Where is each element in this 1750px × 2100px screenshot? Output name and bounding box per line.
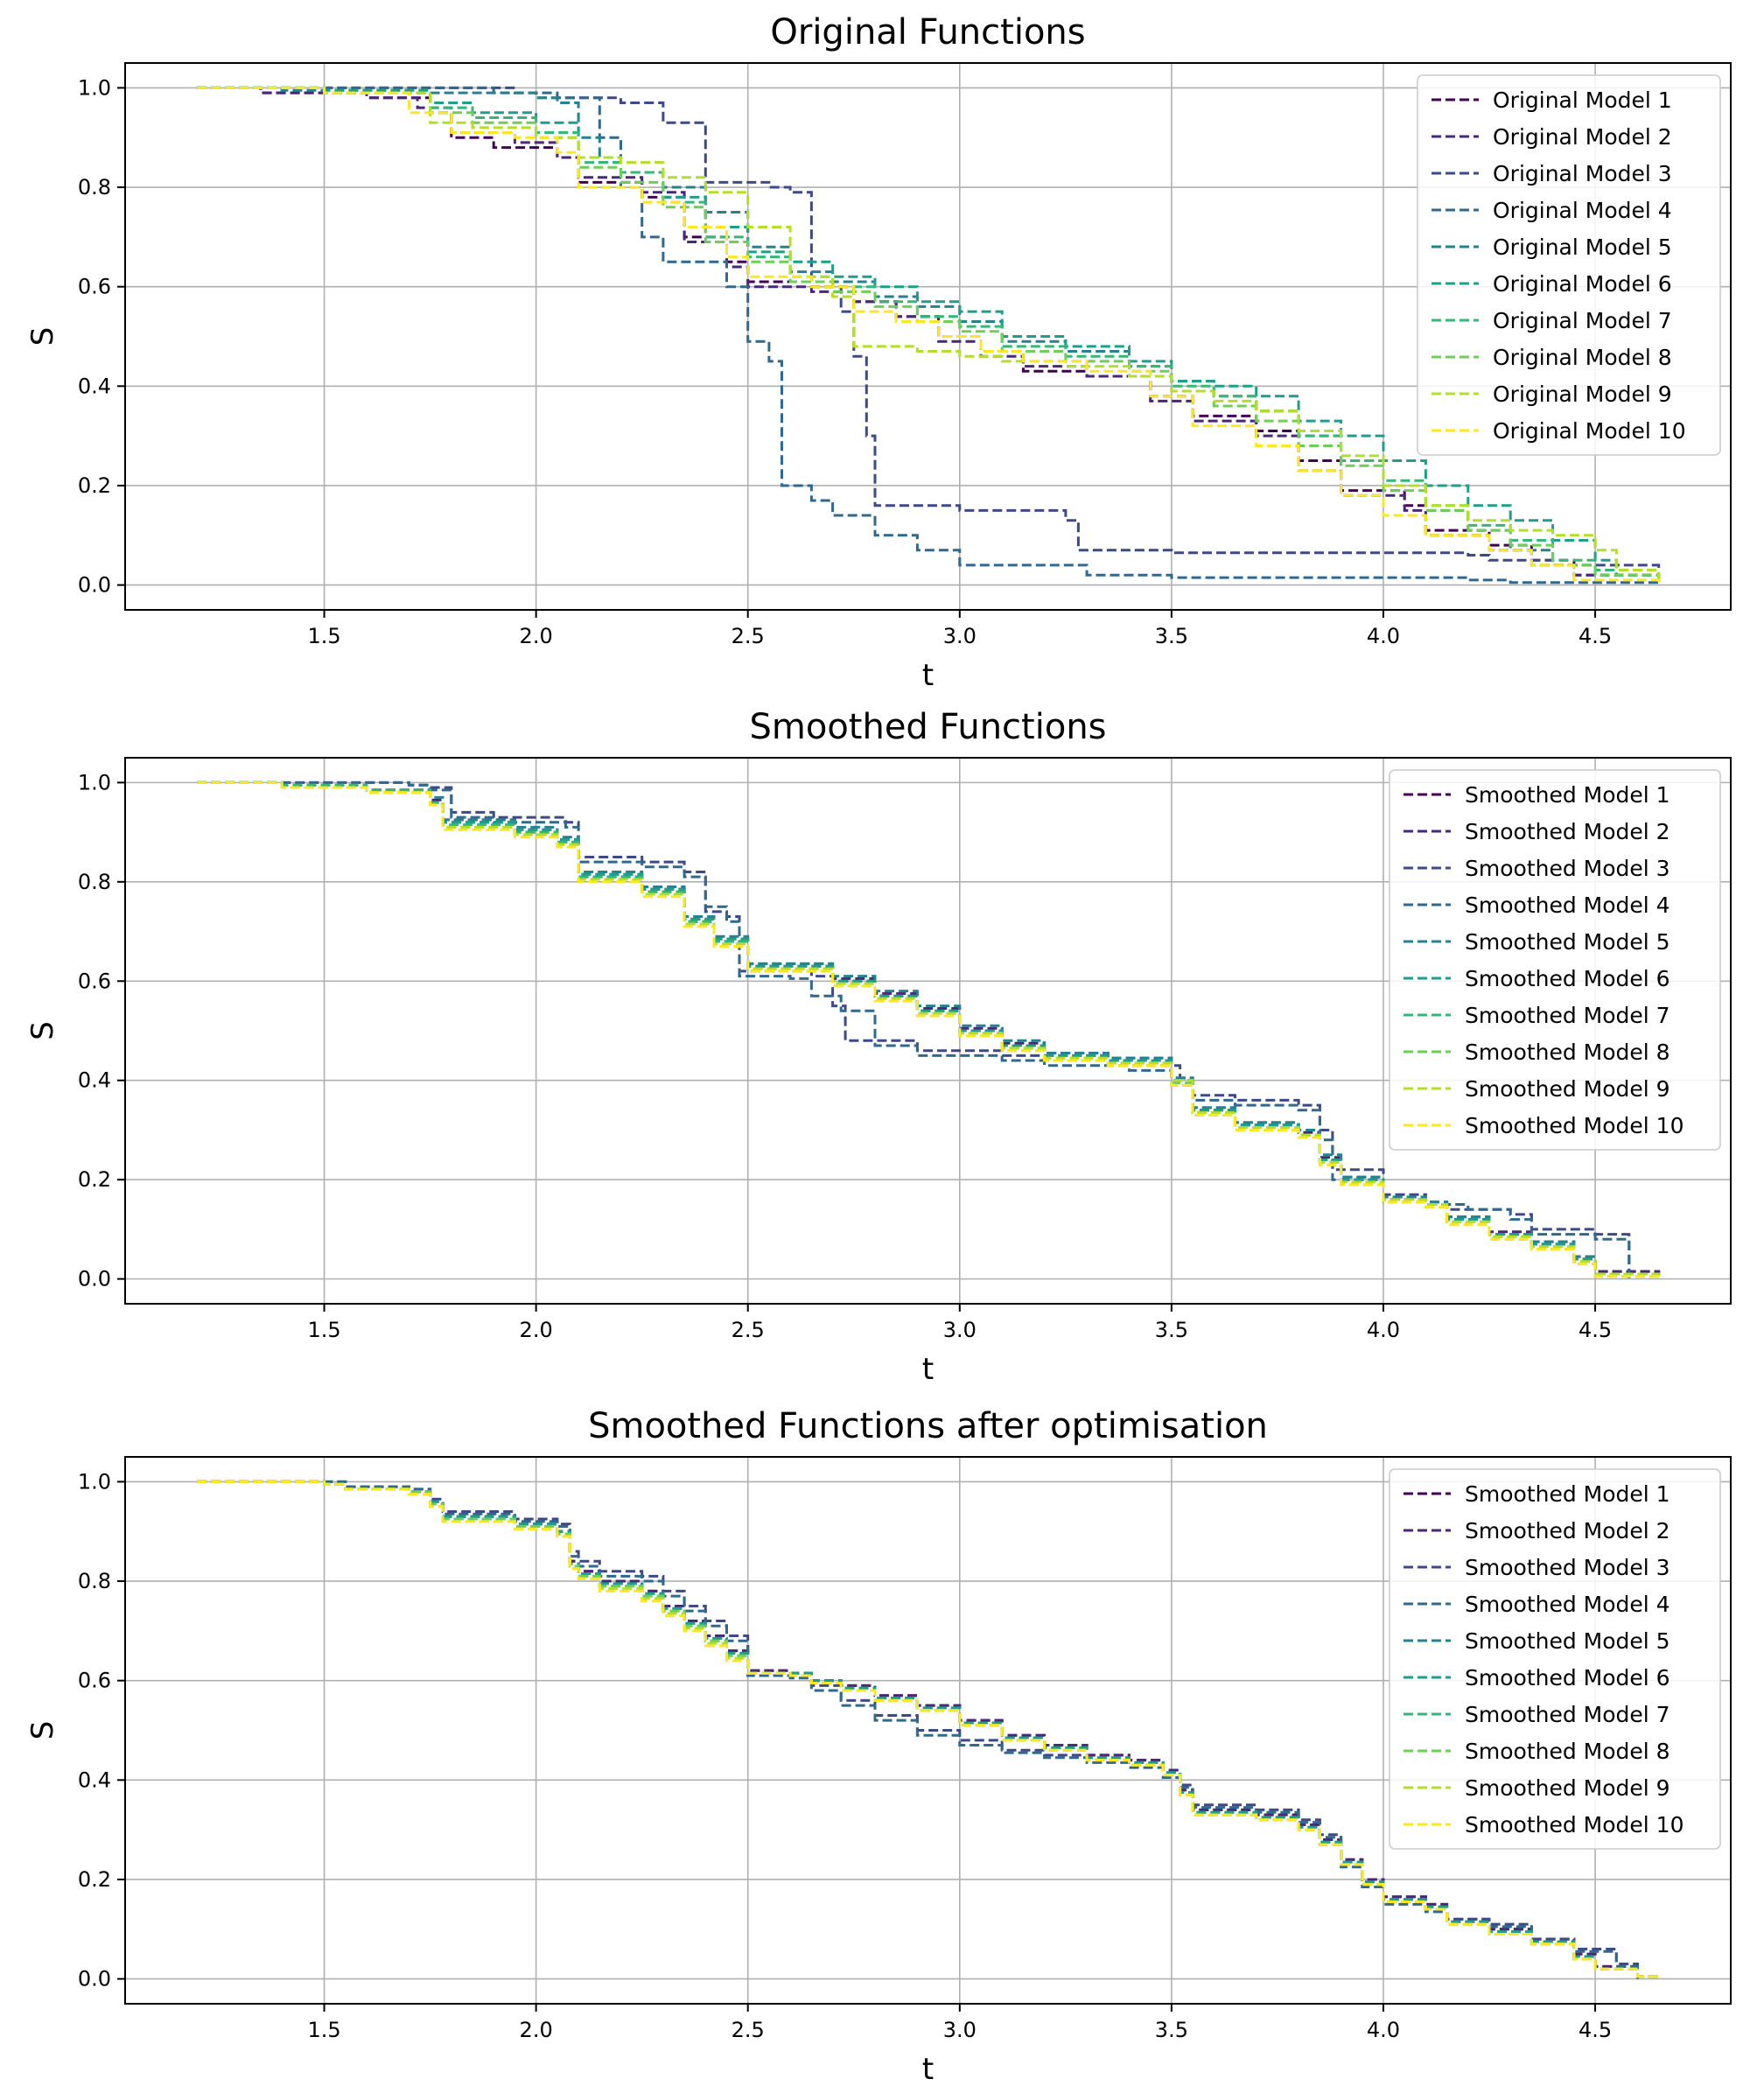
series-line-model-10 xyxy=(197,780,1661,1279)
y-tick-label: 0.8 xyxy=(78,870,111,894)
y-axis-label: S xyxy=(25,327,60,346)
legend-entry: Original Model 2 xyxy=(1493,124,1672,150)
legend-entry: Smoothed Model 4 xyxy=(1465,1592,1670,1617)
legend-box xyxy=(1389,1468,1721,1850)
x-tick-label: 3.5 xyxy=(1155,2018,1188,2042)
y-tick-label: 0.8 xyxy=(78,175,111,200)
legend-box xyxy=(1389,769,1721,1151)
x-tick-label: 1.5 xyxy=(307,624,340,648)
x-tick-label: 4.0 xyxy=(1367,624,1400,648)
legend-entry: Smoothed Model 9 xyxy=(1465,1076,1670,1102)
y-tick-label: 0.2 xyxy=(78,1867,111,1892)
axes-frame xyxy=(124,757,1732,1305)
series-line-model-10 xyxy=(197,86,1661,585)
legend-entry: Smoothed Model 10 xyxy=(1465,1113,1684,1138)
y-tick-label: 1.0 xyxy=(78,1469,111,1494)
x-tick-label: 2.5 xyxy=(732,2018,765,2042)
y-tick-label: 0.0 xyxy=(78,573,111,598)
x-axis-label: t xyxy=(922,2052,934,2087)
legend-box xyxy=(1417,74,1721,456)
y-tick-label: 0.4 xyxy=(78,1068,111,1093)
y-tick-label: 0.0 xyxy=(78,1267,111,1292)
legend: Original Model 1 Original Model 2 Original… xyxy=(1417,74,1721,456)
series-line-model-4 xyxy=(197,1480,1639,1979)
chart-title: Original Functions xyxy=(770,12,1085,52)
x-tick-label: 3.0 xyxy=(943,624,976,648)
chart-title: Smoothed Functions after optimisation xyxy=(588,1406,1268,1446)
x-tick-label: 1.5 xyxy=(307,2018,340,2042)
x-axis-label: t xyxy=(922,658,934,693)
y-tick-label: 1.0 xyxy=(78,75,111,100)
y-tick-label: 1.0 xyxy=(78,770,111,794)
legend-entry: Smoothed Model 8 xyxy=(1465,1739,1670,1764)
legend-entry: Original Model 8 xyxy=(1493,345,1672,370)
legend-entry: Smoothed Model 5 xyxy=(1465,1628,1670,1654)
axes-frame xyxy=(124,1456,1732,2005)
legend: Smoothed Model 1 Smoothed Model 2 Smoothed… xyxy=(1389,769,1721,1151)
x-tick-label: 3.0 xyxy=(943,2018,976,2042)
y-tick-label: 0.6 xyxy=(78,1669,111,1693)
legend-entry: Smoothed Model 5 xyxy=(1465,929,1670,955)
x-tick-label: 2.5 xyxy=(732,624,765,648)
x-tick-label: 3.5 xyxy=(1155,624,1188,648)
chart-panel-1: 1.5 2.0 2.5 3.0 3.5 4.0 4.5 0.0 0.2 0.4 0.6 0.8 1.0 O… xyxy=(25,12,1732,693)
legend-entry: Smoothed Model 7 xyxy=(1465,1702,1670,1727)
legend-entry: Smoothed Model 6 xyxy=(1465,1665,1670,1690)
legend: Smoothed Model 1 Smoothed Model 2 Smoothed… xyxy=(1389,1468,1721,1850)
legend-entry: Smoothed Model 9 xyxy=(1465,1775,1670,1801)
legend-entry: Smoothed Model 4 xyxy=(1465,892,1670,918)
x-tick-label: 1.5 xyxy=(307,1318,340,1342)
x-tick-label: 4.5 xyxy=(1578,1318,1612,1342)
legend-entry: Smoothed Model 6 xyxy=(1465,966,1670,991)
legend-entry: Original Model 9 xyxy=(1493,382,1672,407)
chart-title: Smoothed Functions xyxy=(749,707,1106,747)
x-tick-label: 2.0 xyxy=(520,624,553,648)
legend-entry: Smoothed Model 8 xyxy=(1465,1040,1670,1065)
legend-entry: Original Model 1 xyxy=(1493,88,1672,113)
y-tick-label: 0.6 xyxy=(78,275,111,299)
legend-entry: Smoothed Model 2 xyxy=(1465,1518,1670,1544)
legend-entry: Smoothed Model 1 xyxy=(1465,782,1670,808)
legend-entry: Smoothed Model 3 xyxy=(1465,856,1670,881)
chart-panel-3: 1.5 2.0 2.5 3.0 3.5 4.0 4.5 0.0 0.2 0.4 0.6 0.8 1.0 S… xyxy=(25,1406,1732,2087)
axes-frame xyxy=(124,62,1732,611)
y-tick-label: 0.2 xyxy=(78,473,111,498)
x-tick-label: 4.5 xyxy=(1578,2018,1612,2042)
y-tick-label: 0.2 xyxy=(78,1167,111,1192)
y-axis-label: S xyxy=(25,1721,60,1740)
legend-entry: Original Model 3 xyxy=(1493,161,1672,186)
x-tick-label: 3.0 xyxy=(943,1318,976,1342)
y-tick-label: 0.4 xyxy=(78,1768,111,1792)
y-tick-label: 0.0 xyxy=(78,1967,111,1992)
x-tick-label: 4.0 xyxy=(1367,1318,1400,1342)
legend-entry: Smoothed Model 7 xyxy=(1465,1003,1670,1028)
y-axis-label: S xyxy=(25,1021,60,1040)
y-tick-label: 0.6 xyxy=(78,969,111,993)
legend-entry: Original Model 10 xyxy=(1493,418,1686,444)
series-line-model-3 xyxy=(197,1480,1639,1979)
legend-entry: Smoothed Model 2 xyxy=(1465,819,1670,844)
legend-entry: Original Model 4 xyxy=(1493,198,1672,223)
x-tick-label: 2.0 xyxy=(520,2018,553,2042)
legend-entry: Smoothed Model 3 xyxy=(1465,1555,1670,1580)
legend-entry: Original Model 6 xyxy=(1493,271,1672,297)
y-tick-label: 0.4 xyxy=(78,374,111,398)
legend-entry: Smoothed Model 1 xyxy=(1465,1481,1670,1507)
legend-entry: Original Model 5 xyxy=(1493,234,1672,260)
legend-entry: Original Model 7 xyxy=(1493,308,1672,333)
legend-entry: Smoothed Model 10 xyxy=(1465,1812,1684,1838)
x-tick-label: 4.0 xyxy=(1367,2018,1400,2042)
x-tick-label: 4.5 xyxy=(1578,624,1612,648)
x-tick-label: 3.5 xyxy=(1155,1318,1188,1342)
y-tick-label: 0.8 xyxy=(78,1569,111,1593)
x-axis-label: t xyxy=(922,1352,934,1387)
x-tick-label: 2.5 xyxy=(732,1318,765,1342)
series-line-model-10 xyxy=(197,1480,1661,1979)
chart-panel-2: 1.5 2.0 2.5 3.0 3.5 4.0 4.5 0.0 0.2 0.4 0.6 0.8 1.0 S… xyxy=(25,707,1732,1387)
x-tick-label: 2.0 xyxy=(520,1318,553,1342)
